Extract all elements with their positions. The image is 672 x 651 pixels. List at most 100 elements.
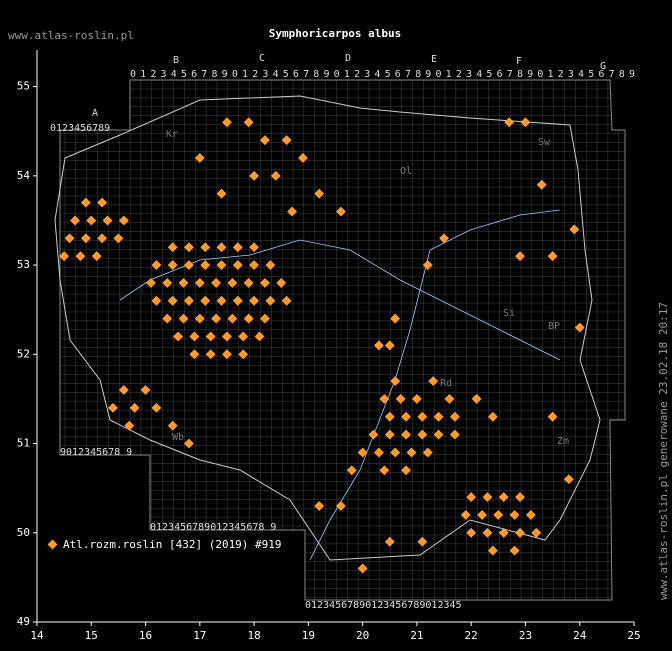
occurrence-point [357, 447, 368, 458]
x-tick-label: 16 [139, 629, 152, 642]
occurrence-point [422, 260, 433, 271]
occurrence-point [428, 376, 439, 387]
occurrence-point [536, 179, 547, 190]
occurrence-point [498, 527, 509, 538]
occurrence-point [238, 349, 249, 360]
x-tick-label: 19 [302, 629, 315, 642]
occurrence-point [417, 536, 428, 547]
occurrence-point [390, 313, 401, 324]
occurrence-point [335, 206, 346, 217]
occurrence-point [238, 331, 249, 342]
occurrence-point [482, 492, 493, 503]
occurrence-point [194, 313, 205, 324]
x-tick-label: 21 [410, 629, 423, 642]
occurrence-point [243, 313, 254, 324]
occurrence-point [151, 295, 162, 306]
occurrence-point [211, 313, 222, 324]
occurrence-point [487, 545, 498, 556]
occurrence-point [151, 402, 162, 413]
occurrence-point [384, 411, 395, 422]
x-tick-label: 24 [573, 629, 587, 642]
occurrence-point [384, 536, 395, 547]
occurrence-point [466, 527, 477, 538]
title: Symphoricarpos albus [269, 27, 401, 40]
occurrence-point [184, 260, 194, 271]
y-tick-label: 55 [17, 80, 30, 93]
occurrence-point [249, 170, 260, 181]
occurrence-point [167, 242, 178, 253]
occurrence-point [401, 465, 412, 476]
occurrence-point [232, 260, 243, 271]
occurrence-point [314, 188, 325, 199]
occurrence-point [216, 260, 227, 271]
occurrence-point [80, 233, 91, 244]
occurrence-point [335, 501, 346, 511]
occurrence-point [86, 215, 97, 226]
region-label: Rd [440, 378, 452, 389]
grid-letter: A [92, 108, 98, 119]
legend-label: Atl.rozm.roslin [432] (2019) #919 [63, 538, 282, 551]
grid-digits: 0123456789012345678901234567890123456789… [130, 69, 635, 80]
occurrence-point [531, 527, 542, 538]
occurrence-point [249, 242, 260, 253]
occurrence-point [417, 429, 428, 440]
x-tick-label: 17 [193, 629, 206, 642]
occurrence-point [173, 331, 184, 342]
occurrence-point [232, 295, 243, 306]
occurrence-point [189, 331, 200, 342]
occurrence-point [249, 260, 260, 271]
river [119, 239, 561, 361]
grid-letter: G [600, 61, 606, 72]
occurrence-point [178, 277, 189, 288]
occurrence-point [547, 411, 558, 422]
occurrence-point [493, 509, 504, 520]
grid-digits: 01234567890123456789012345 [305, 600, 462, 611]
watermark: www.atlas-roslin.pl [8, 29, 134, 42]
occurrence-point [379, 393, 390, 404]
occurrence-point [167, 420, 178, 431]
occurrence-point [259, 313, 270, 324]
occurrence-point [216, 295, 227, 306]
occurrence-point [205, 331, 216, 342]
y-tick-label: 51 [17, 437, 30, 450]
x-tick-label: 23 [519, 629, 532, 642]
x-tick-label: 25 [627, 629, 640, 642]
occurrence-point [569, 224, 580, 235]
occurrence-point [194, 153, 205, 163]
x-tick-label: 18 [247, 629, 260, 642]
occurrence-point [265, 260, 276, 271]
occurrence-point [433, 429, 444, 440]
occurrence-point [265, 295, 276, 306]
occurrence-point [384, 340, 395, 351]
occurrence-point [211, 277, 222, 288]
occurrence-point [270, 170, 281, 181]
region-label: BP [548, 321, 560, 332]
occurrence-point [59, 251, 70, 262]
occurrence-point [390, 376, 401, 387]
occurrence-point [422, 447, 433, 458]
occurrence-point [395, 393, 406, 404]
occurrence-point [259, 277, 270, 288]
occurrence-point [477, 509, 487, 520]
occurrence-point [520, 117, 531, 128]
legend: Atl.rozm.roslin [432] (2019) #919 [47, 538, 282, 551]
occurrence-point [471, 393, 482, 404]
occurrence-point [281, 135, 292, 146]
occurrence-point [357, 563, 368, 574]
occurrence-point [118, 215, 129, 226]
grid-letter: F [516, 56, 522, 67]
occurrence-point [373, 447, 384, 458]
y-tick-label: 50 [17, 526, 30, 539]
occurrence-point [97, 197, 108, 208]
occurrence-point [113, 233, 124, 244]
occurrence-point [498, 492, 509, 503]
region-label: Kr [166, 129, 178, 140]
occurrence-point [97, 233, 108, 244]
region-label: Sw [538, 137, 551, 148]
occurrence-point [368, 429, 379, 440]
occurrence-point [205, 349, 216, 360]
occurrence-point [401, 429, 412, 440]
occurrence-point [297, 153, 308, 163]
x-tick-label: 15 [85, 629, 98, 642]
